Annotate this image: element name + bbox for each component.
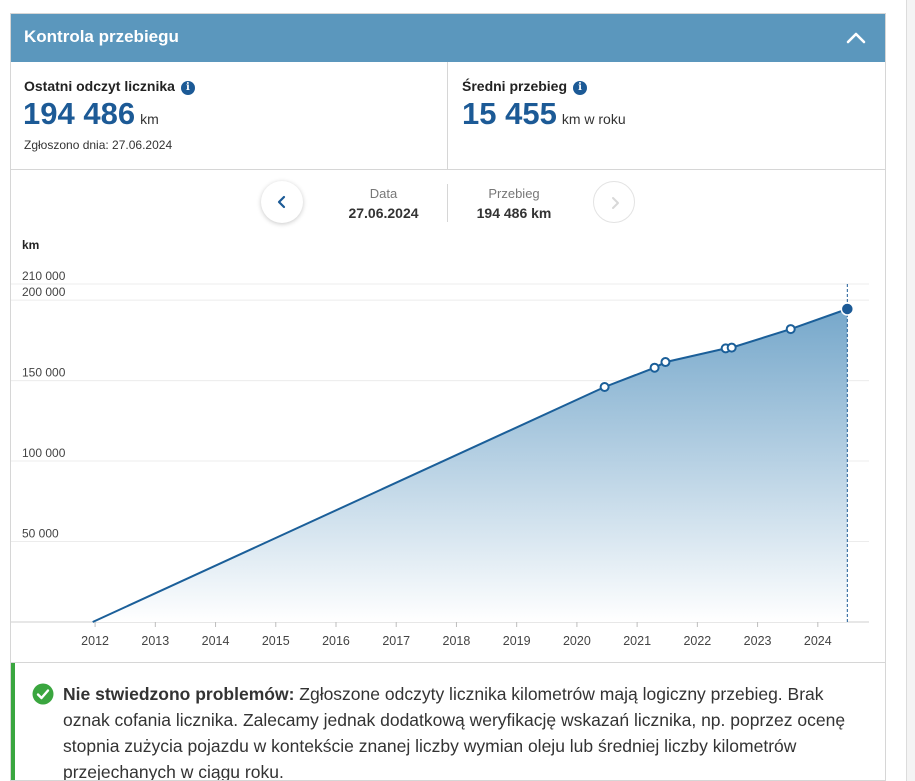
- x-tick-label: 2017: [382, 634, 410, 648]
- selected-date-value: 27.06.2024: [348, 205, 419, 221]
- data-point: [726, 342, 737, 353]
- y-axis-unit: km: [22, 238, 40, 252]
- reported-date: Zgłoszono dnia: 27.06.2024: [24, 138, 173, 152]
- data-point: [599, 382, 610, 393]
- info-icon[interactable]: i: [573, 81, 588, 95]
- mileage-stats: Ostatni odczyt licznika i 194 486 km Zgłos…: [11, 62, 885, 170]
- x-tick-label: 2021: [623, 634, 651, 648]
- average-label: Średni przebieg i: [462, 78, 588, 95]
- last-reading-unit: km: [140, 111, 159, 127]
- x-tick-label: 2018: [443, 634, 471, 648]
- average-number: 15 455: [462, 96, 557, 131]
- data-point: [649, 362, 660, 373]
- chevron-up-icon[interactable]: [845, 28, 867, 48]
- selected-mileage-value: 194 486 km: [476, 205, 552, 221]
- mileage-check-panel: Kontrola przebiegu Ostatni odczyt liczni…: [10, 13, 886, 781]
- status-note-body: Zgłoszone odczyty licznika kilometrów ma…: [63, 684, 846, 781]
- series-layer: [92, 284, 855, 623]
- x-tick-label: 2016: [322, 634, 350, 648]
- last-reading-label-text: Ostatni odczyt licznika: [24, 78, 175, 94]
- selected-date-label: Data: [369, 186, 398, 201]
- x-tick-label: 2015: [262, 634, 290, 648]
- average-value: 15 455 km w roku: [462, 96, 626, 132]
- x-tick-label: 2013: [141, 634, 169, 648]
- last-reading-label: Ostatni odczyt licznika i: [24, 78, 195, 95]
- stats-divider: [447, 62, 448, 169]
- panel-title: Kontrola przebiegu: [24, 27, 179, 46]
- x-tick-label: 2023: [744, 634, 772, 648]
- last-reading-value: 194 486 km: [23, 96, 159, 132]
- y-tick-label: 200 000: [22, 285, 66, 299]
- y-tick-label: 150 000: [22, 366, 66, 380]
- x-tick-label: 2020: [563, 634, 591, 648]
- status-note-title: Nie stwiedzono problemów:: [63, 684, 295, 704]
- data-point: [785, 324, 796, 335]
- chevron-left-icon: [277, 195, 286, 209]
- scrollbar-track[interactable]: [906, 0, 915, 781]
- next-reading-button[interactable]: [593, 181, 635, 223]
- y-tick-label: 210 000: [22, 269, 66, 283]
- chart-bottom-border: [11, 662, 885, 663]
- x-tick-label: 2014: [202, 634, 230, 648]
- previous-reading-button[interactable]: [261, 181, 303, 223]
- selected-data-point: [840, 302, 855, 316]
- selected-divider: [447, 184, 448, 222]
- info-icon[interactable]: i: [180, 81, 195, 95]
- y-tick-label: 100 000: [22, 446, 66, 460]
- mileage-line: [92, 308, 848, 623]
- mileage-area: [92, 309, 848, 622]
- chevron-right-icon: [612, 197, 619, 209]
- x-tick-label: 2019: [503, 634, 531, 648]
- x-tick-label: 2024: [804, 634, 832, 648]
- x-axis: 2012 2013 2014 2015 2016 2017 2018 2019 2020 2021…: [11, 621, 869, 648]
- panel-header[interactable]: Kontrola przebiegu: [11, 14, 885, 62]
- check-circle-icon: [32, 683, 54, 705]
- y-tick-label: 50 000: [22, 527, 59, 541]
- status-note: Nie stwiedzono problemów: Zgłoszone odcz…: [11, 663, 885, 781]
- average-label-text: Średni przebieg: [462, 78, 568, 94]
- status-note-text: Nie stwiedzono problemów: Zgłoszone odcz…: [63, 681, 868, 781]
- x-tick-label: 2012: [81, 634, 109, 648]
- selected-mileage-label: Przebieg: [488, 186, 540, 201]
- x-tick-label: 2022: [683, 634, 711, 648]
- last-reading-number: 194 486: [23, 96, 136, 131]
- data-point: [660, 357, 671, 368]
- average-unit: km w roku: [561, 111, 626, 127]
- y-axis: 50 000 100 000 150 000 200 000 210 000: [22, 269, 66, 541]
